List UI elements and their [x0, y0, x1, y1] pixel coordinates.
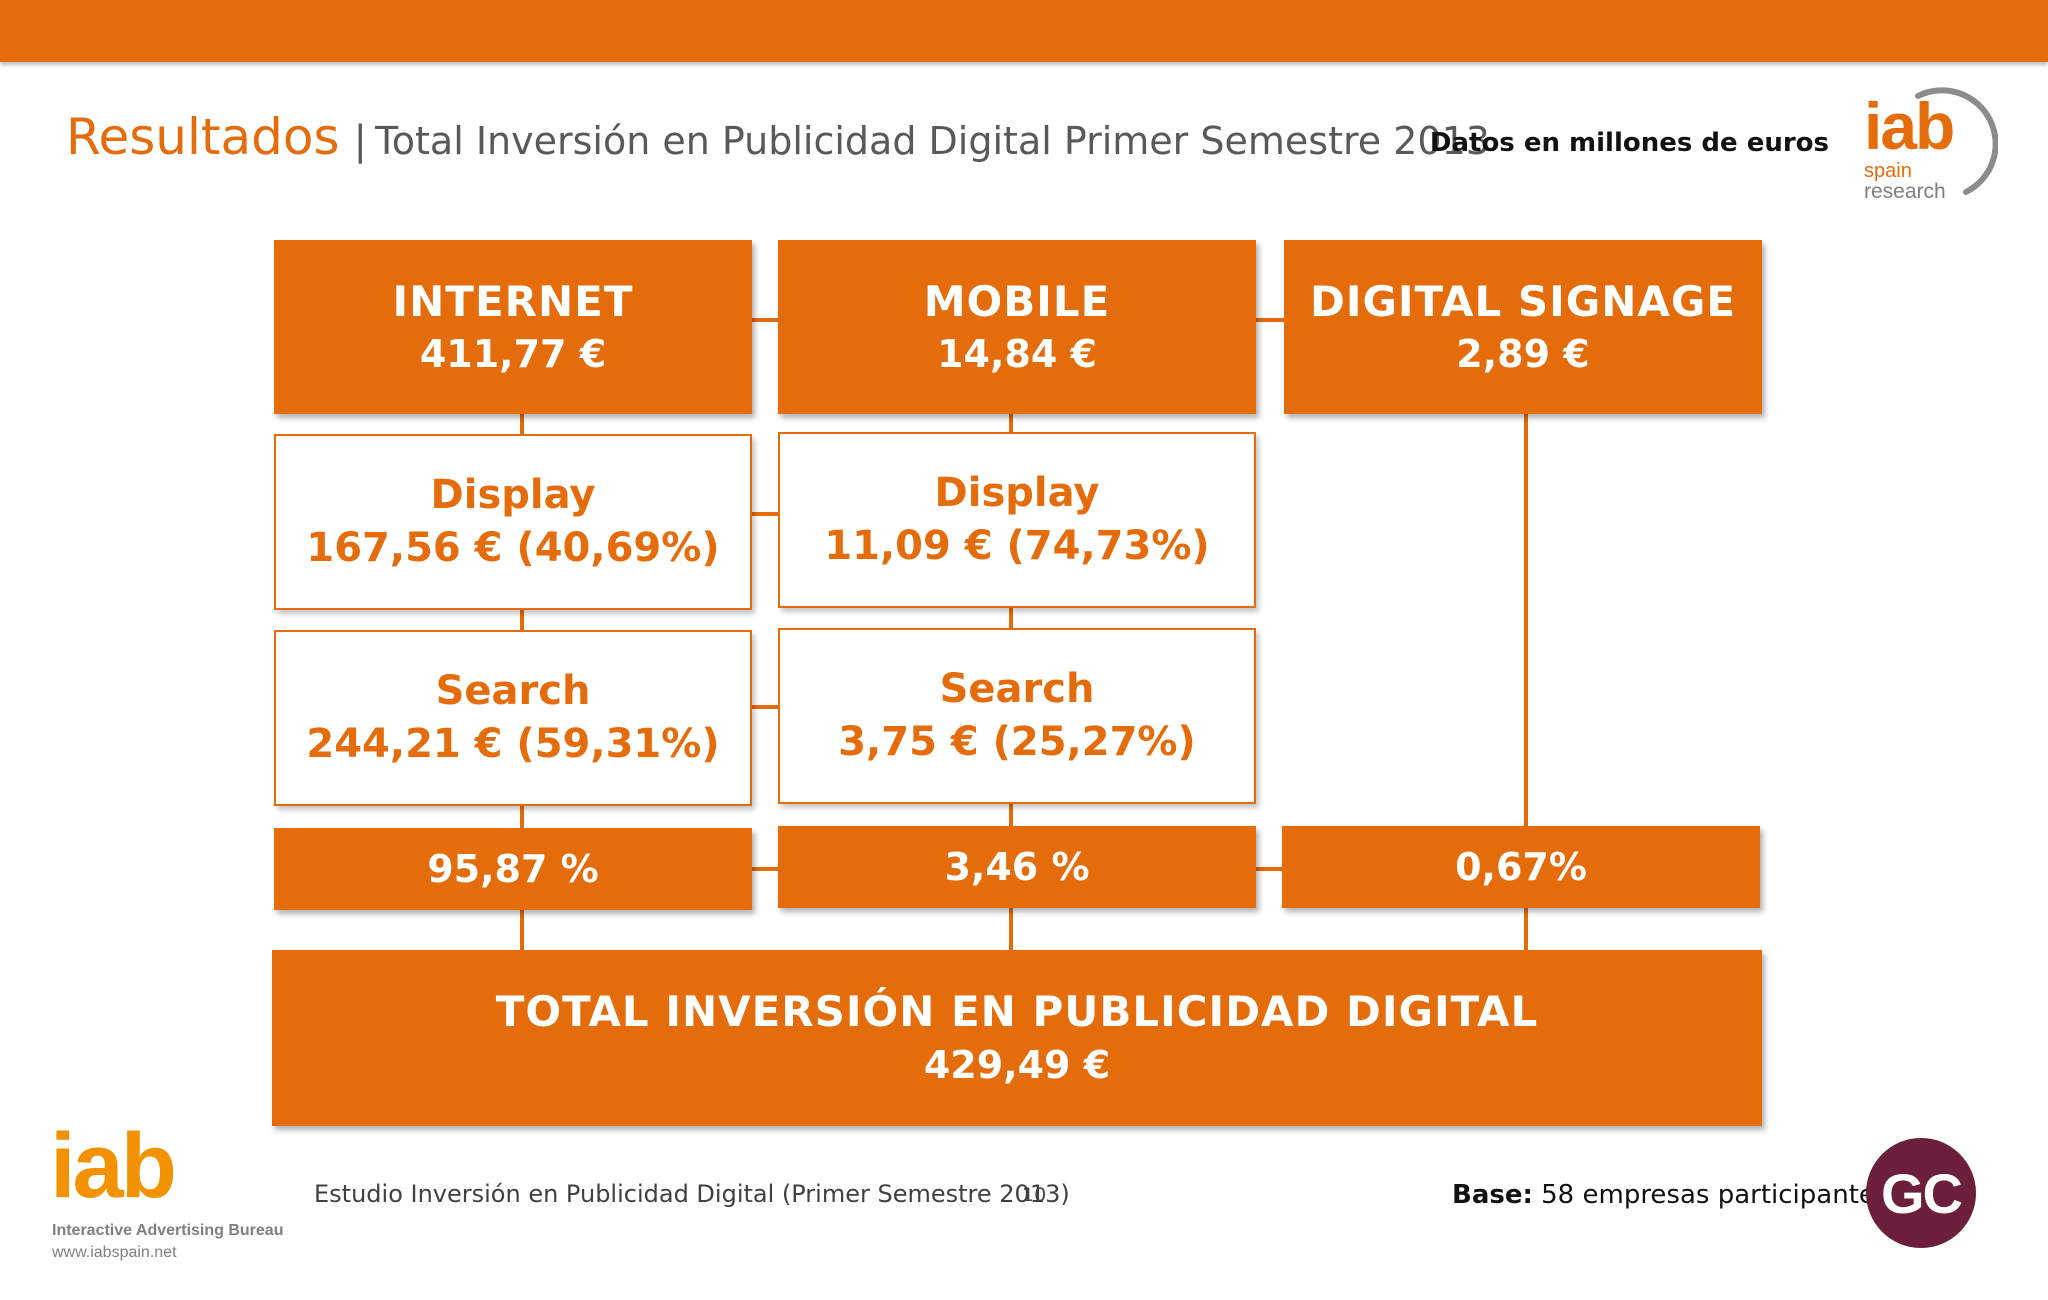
digital-signage-box: DIGITAL SIGNAGE 2,89 €: [1284, 240, 1762, 414]
footer-logo-name: Interactive Advertising Bureau: [52, 1222, 284, 1239]
mobile-search-box: Search 3,75 € (25,27%): [778, 628, 1256, 804]
internet-share-value: 95,87 %: [427, 847, 599, 891]
internet-display-value: 167,56 € (40,69%): [306, 525, 720, 571]
internet-box: INTERNET 411,77 €: [274, 240, 752, 414]
logo-spain: spain: [1864, 160, 1912, 182]
internet-search-box: Search 244,21 € (59,31%): [274, 630, 752, 806]
page-title: Resultados | Total Inversión en Publicidad…: [66, 108, 1490, 166]
total-investment-box: TOTAL INVERSIÓN EN PUBLICIDAD DIGITAL 42…: [272, 950, 1762, 1126]
digital-signage-label: DIGITAL SIGNAGE: [1309, 277, 1737, 326]
footer-study-title: Estudio Inversión en Publicidad Digital …: [314, 1180, 1070, 1208]
title-separator: |: [353, 118, 367, 164]
internet-display-label: Display: [430, 472, 596, 518]
mobile-display-box: Display 11,09 € (74,73%): [778, 432, 1256, 608]
logo-word: iab: [1864, 89, 1955, 163]
footer-logo-web: www.iabspain.net: [52, 1244, 177, 1261]
page-number: 10: [1022, 1184, 1047, 1206]
internet-search-label: Search: [435, 668, 591, 714]
title-main: Resultados: [66, 108, 340, 166]
mobile-search-label: Search: [939, 666, 1095, 712]
mobile-label: MOBILE: [923, 277, 1111, 326]
mobile-share-box: 3,46 %: [778, 826, 1256, 908]
mobile-box: MOBILE 14,84 €: [778, 240, 1256, 414]
internet-search-value: 244,21 € (59,31%): [306, 721, 720, 767]
internet-label: INTERNET: [392, 277, 634, 326]
total-investment-label: TOTAL INVERSIÓN EN PUBLICIDAD DIGITAL: [495, 987, 1539, 1036]
internet-share-box: 95,87 %: [274, 828, 752, 910]
internet-value: 411,77 €: [419, 332, 607, 376]
total-investment-value: 429,49 €: [923, 1043, 1111, 1087]
connector-line: [752, 512, 778, 516]
connector-line: [1256, 867, 1282, 871]
digital-signage-share-box: 0,67%: [1282, 826, 1760, 908]
mobile-value: 14,84 €: [937, 332, 1097, 376]
gc-badge-logo: GC: [1866, 1138, 1976, 1248]
digital-signage-value: 2,89 €: [1456, 332, 1590, 376]
connector-line: [752, 867, 778, 871]
connector-line: [1524, 412, 1528, 952]
footer-base-note: Base: 58 empresas participantes: [1452, 1180, 1888, 1210]
top-accent-bar: [0, 0, 2048, 62]
logo-research: research: [1864, 180, 1946, 203]
connector-line: [752, 318, 778, 322]
footer-logo-word: iab: [50, 1115, 177, 1217]
title-subtitle: Total Inversión en Publicidad Digital Pr…: [375, 119, 1490, 163]
mobile-search-value: 3,75 € (25,27%): [838, 719, 1196, 765]
mobile-share-value: 3,46 %: [944, 845, 1090, 889]
internet-display-box: Display 167,56 € (40,69%): [274, 434, 752, 610]
mobile-display-value: 11,09 € (74,73%): [824, 523, 1210, 569]
iab-footer-logo: iab Interactive Advertising Bureau www.i…: [50, 1115, 310, 1268]
digital-signage-share-value: 0,67%: [1455, 845, 1587, 889]
connector-line: [1256, 318, 1284, 322]
iab-spain-research-logo: iab spain research: [1858, 87, 1998, 208]
logo-arc-icon: [1915, 87, 1998, 195]
mobile-display-label: Display: [934, 470, 1100, 516]
units-note: Datos en millones de euros: [1429, 128, 1829, 158]
base-label: Base:: [1452, 1180, 1533, 1210]
base-text: 58 empresas participantes: [1541, 1180, 1889, 1210]
connector-line: [752, 705, 778, 709]
